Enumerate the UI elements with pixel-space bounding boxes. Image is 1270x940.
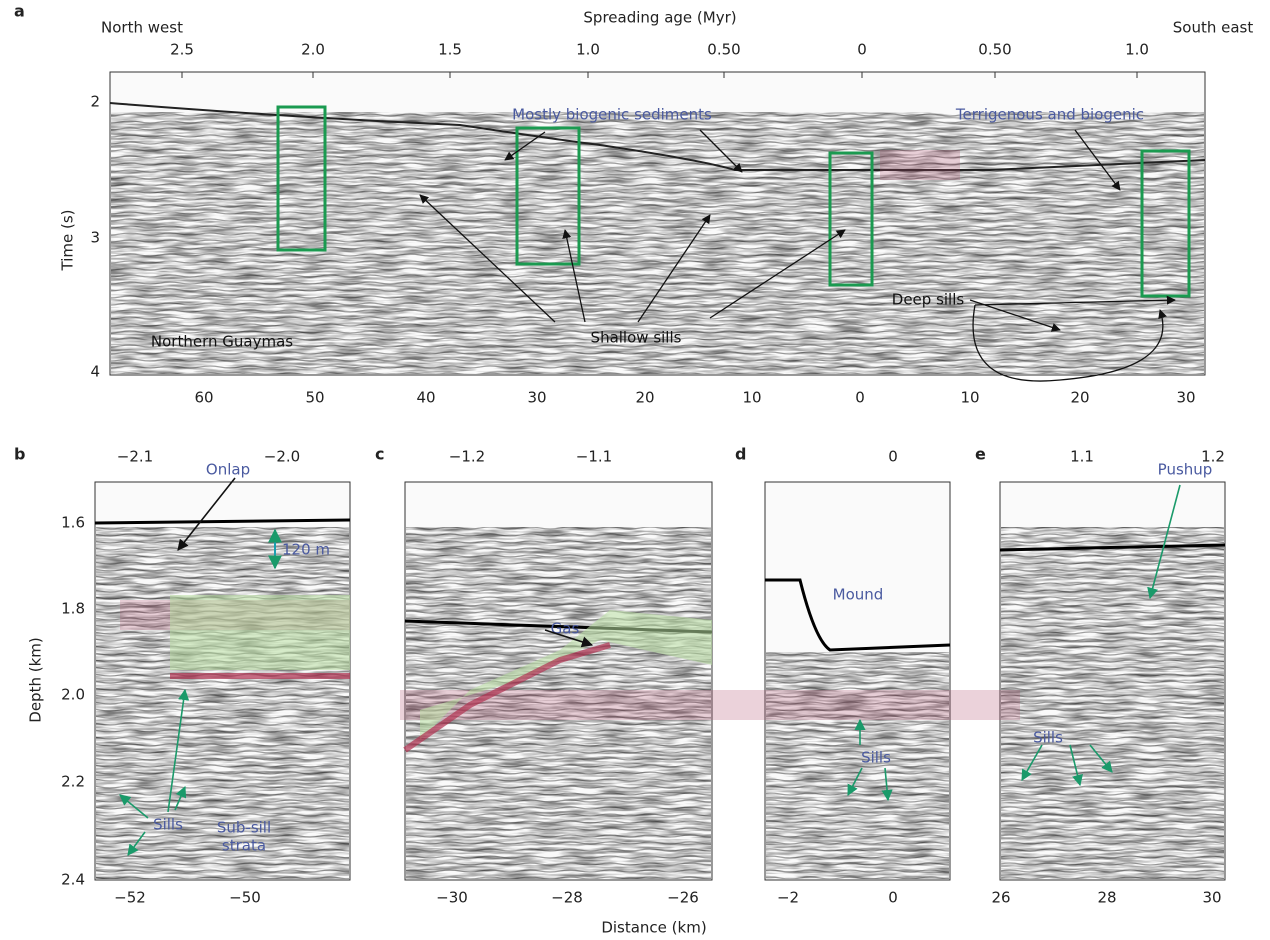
seismic-noise (766, 652, 949, 879)
panel-letter: a (14, 2, 25, 21)
bottom-tick-label: −30 (436, 889, 468, 907)
y-tick-label: 2.4 (61, 871, 85, 889)
bottom-tick-label: 20 (635, 389, 654, 407)
annotation: Sills (153, 816, 183, 834)
bottom-tick-label: 40 (416, 389, 435, 407)
annotation: Shallow sills (591, 329, 682, 347)
top-tick-label: 0 (857, 41, 867, 59)
annotation: Pushup (1158, 461, 1213, 479)
annotation: 120 m (282, 541, 330, 559)
annotation: Mound (833, 586, 884, 604)
axis-title: Time (s) (59, 210, 77, 272)
top-tick-label: −2.0 (264, 448, 300, 466)
bottom-tick-label: 0 (855, 389, 865, 407)
panel-letter: b (14, 445, 25, 464)
figure-body: a b c d e Spreading age (Myr) North west South … (14, 2, 1253, 937)
figure: a b c d e Spreading age (Myr) North west South … (0, 0, 1270, 940)
annotation: Sills (861, 749, 891, 767)
top-tick-label: 1.5 (438, 41, 462, 59)
axis-title: Distance (km) (601, 919, 706, 937)
axis-title: Spreading age (Myr) (583, 9, 736, 27)
bottom-tick-label: −28 (551, 889, 583, 907)
annotation: Sills (1033, 729, 1063, 747)
top-tick-label: 0 (888, 448, 898, 466)
annotation: strata (222, 837, 266, 855)
bottom-tick-label: 26 (991, 889, 1010, 907)
annotation: Terrigenous and biogenic (955, 106, 1144, 124)
top-tick-label: 0.50 (707, 41, 740, 59)
bottom-tick-label: −2 (777, 889, 799, 907)
bottom-tick-label: −52 (114, 889, 146, 907)
bottom-tick-label: 30 (1176, 389, 1195, 407)
top-tick-label: 1.1 (1070, 448, 1094, 466)
top-tick-label: 2.5 (170, 41, 194, 59)
bottom-tick-label: 10 (960, 389, 979, 407)
y-tick-label: 2.2 (61, 773, 85, 791)
y-tick-label: 4 (90, 363, 100, 381)
top-tick-label: 2.0 (301, 41, 325, 59)
bottom-tick-label: 30 (527, 389, 546, 407)
annotation: Northern Guaymas (151, 333, 293, 351)
top-tick-label: −2.1 (117, 448, 153, 466)
bottom-tick-label: −26 (667, 889, 699, 907)
top-tick-label: 1.0 (1125, 41, 1149, 59)
seismic-noise (1001, 527, 1224, 879)
annotation: Gas (551, 620, 580, 638)
top-tick-label: −1.2 (449, 448, 485, 466)
bottom-tick-label: 10 (742, 389, 761, 407)
bottom-tick-label: 60 (194, 389, 213, 407)
axis-label: South east (1173, 19, 1254, 37)
axis-title: Depth (km) (27, 637, 45, 722)
bottom-tick-label: 30 (1202, 889, 1221, 907)
annotation: Onlap (206, 461, 250, 479)
bottom-tick-label: −50 (229, 889, 261, 907)
annotation: Deep sills (892, 291, 965, 309)
axis-label: North west (101, 19, 183, 37)
bottom-tick-label: 0 (888, 889, 898, 907)
bottom-tick-label: 28 (1097, 889, 1116, 907)
sill-zone (170, 595, 350, 670)
y-tick-label: 1.6 (61, 514, 85, 532)
y-tick-label: 1.8 (61, 600, 85, 618)
bottom-tick-label: 20 (1070, 389, 1089, 407)
annotation: Sub-sill (217, 819, 271, 837)
y-tick-label: 2 (90, 93, 100, 111)
y-tick-label: 3 (90, 229, 100, 247)
sill-band (880, 150, 960, 180)
y-tick-label: 2.0 (61, 686, 85, 704)
panel-letter: e (975, 445, 986, 464)
annotation: Mostly biogenic sediments (512, 106, 712, 124)
top-tick-label: −1.1 (576, 448, 612, 466)
top-tick-label: 0.50 (978, 41, 1011, 59)
panel-letter: d (735, 445, 746, 464)
top-tick-label: 1.0 (576, 41, 600, 59)
panel-letter: c (375, 445, 384, 464)
bottom-tick-label: 50 (305, 389, 324, 407)
